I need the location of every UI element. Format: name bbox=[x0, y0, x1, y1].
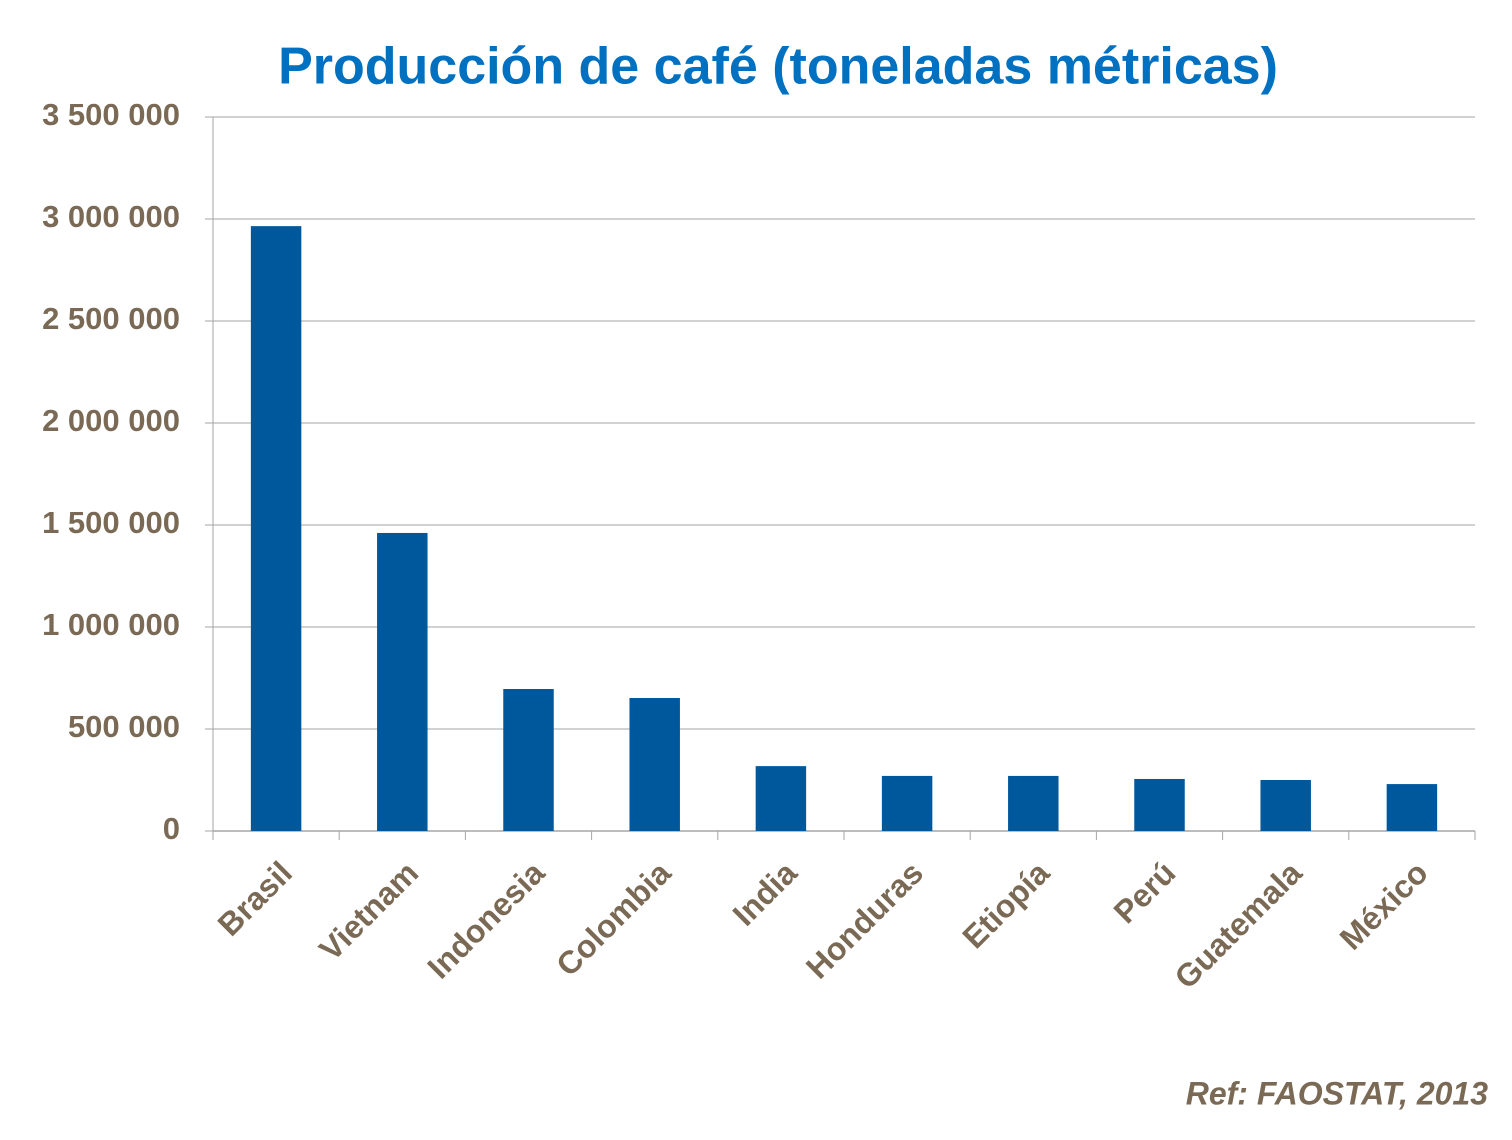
x-tick-label: Vietnam bbox=[312, 854, 425, 967]
x-tick-label: México bbox=[1333, 854, 1435, 956]
bar bbox=[377, 532, 428, 831]
bar bbox=[503, 689, 554, 831]
y-tick-label: 2 000 000 bbox=[42, 403, 180, 438]
x-tick-label: Indonesia bbox=[420, 854, 551, 985]
x-tick-label: Honduras bbox=[799, 854, 930, 985]
y-tick-label: 3 500 000 bbox=[42, 97, 180, 132]
y-tick-label: 0 bbox=[163, 811, 180, 846]
y-tick-label: 500 000 bbox=[68, 709, 180, 744]
chart-title: Producción de café (toneladas métricas) bbox=[278, 38, 1278, 96]
bar bbox=[755, 766, 807, 831]
x-tick-label: Brasil bbox=[211, 854, 299, 942]
y-tick-label: 1 000 000 bbox=[42, 607, 180, 642]
bar bbox=[881, 775, 933, 831]
y-tick-label: 1 500 000 bbox=[42, 505, 180, 540]
x-tick-label: Colombia bbox=[549, 854, 678, 983]
y-tick-label: 2 500 000 bbox=[42, 301, 180, 336]
bar bbox=[629, 697, 680, 831]
x-tick-label: India bbox=[726, 854, 804, 932]
x-tick-label: Etiopía bbox=[955, 854, 1056, 955]
bar bbox=[1134, 778, 1185, 831]
bar bbox=[1260, 780, 1311, 831]
bar bbox=[1008, 775, 1059, 831]
y-tick-label: 3 000 000 bbox=[42, 199, 180, 234]
bar bbox=[1386, 784, 1438, 831]
bar bbox=[250, 226, 302, 831]
x-tick-label: Guatemala bbox=[1167, 854, 1308, 995]
x-tick-label: Perú bbox=[1107, 854, 1183, 930]
source-note: Ref: FAOSTAT, 2013 bbox=[1186, 1075, 1488, 1111]
